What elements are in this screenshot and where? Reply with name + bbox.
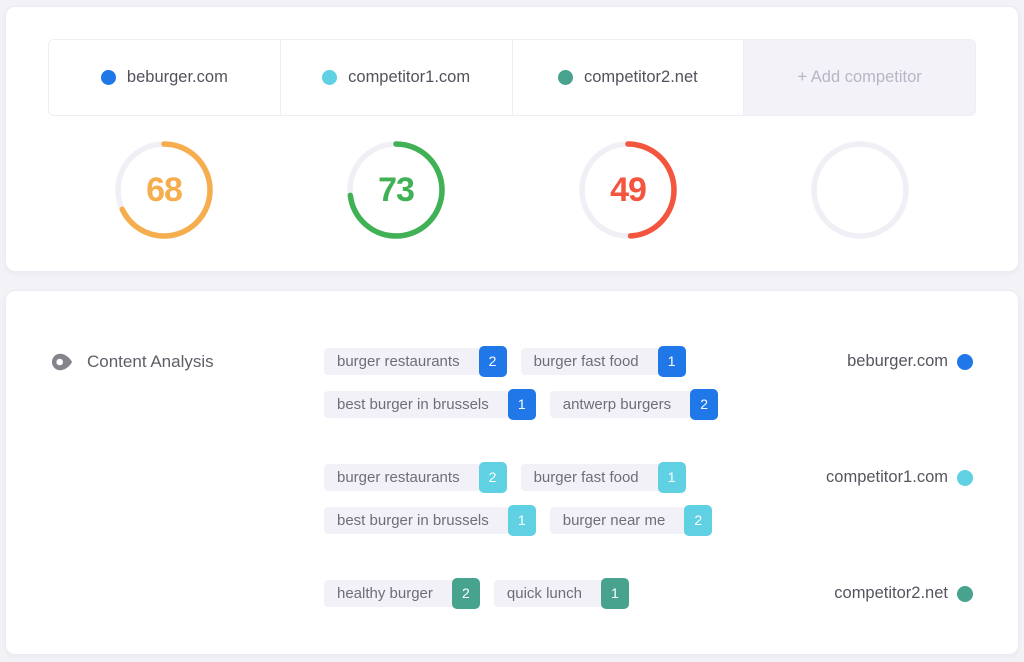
site-dot-teal: [957, 585, 973, 602]
keyword-chip: burger restaurants 2: [324, 346, 507, 377]
score-gauge-beburger: 68: [114, 140, 214, 240]
keyword-chip: healthy burger 2: [324, 578, 480, 609]
tab-beburger[interactable]: beburger.com: [49, 40, 281, 115]
score-card: beburger.com competitor1.com competitor2…: [5, 6, 1019, 272]
keyword-count-badge: 1: [507, 389, 536, 420]
site-dot-blue: [100, 70, 116, 85]
site-name: competitor2.net: [834, 584, 948, 602]
keyword-count-badge: 1: [657, 346, 686, 377]
keyword-group-competitor1: burger restaurants 2 burger fast food 1 …: [324, 462, 748, 536]
gauge-ring: [579, 141, 677, 239]
keyword-chip: antwerp burgers 2: [549, 389, 719, 420]
keyword-count-badge: 2: [451, 578, 480, 609]
site-labels-column: beburger.com competitor1.com competitor2…: [748, 348, 973, 607]
score-value: 73: [378, 170, 415, 209]
keyword-chip: best burger in brussels 1: [324, 505, 536, 536]
keyword-label: best burger in brussels: [337, 512, 489, 529]
score-gauges: 68 73 49: [48, 140, 976, 240]
keyword-label: burger fast food: [533, 353, 639, 370]
keyword-label: burger restaurants: [337, 353, 460, 370]
keyword-chip: quick lunch 1: [493, 578, 629, 609]
tab-competitor2[interactable]: competitor2.net: [512, 40, 745, 115]
add-competitor-label: + Add competitor: [797, 68, 922, 86]
content-analysis-header: Content Analysis: [51, 348, 324, 375]
site-label-competitor1: competitor1.com: [826, 464, 973, 491]
keyword-count-badge: 1: [507, 505, 536, 536]
site-dot-cyan: [957, 469, 973, 486]
keyword-label: antwerp burgers: [562, 396, 672, 413]
gauge-ring: [115, 141, 213, 239]
add-competitor-button[interactable]: + Add competitor: [744, 40, 975, 115]
site-name: beburger.com: [847, 352, 948, 370]
tab-competitor1[interactable]: competitor1.com: [280, 40, 513, 115]
keyword-chip: burger near me 2: [549, 505, 713, 536]
gauge-ring: [347, 141, 445, 239]
keyword-chip: best burger in brussels 1: [324, 389, 536, 420]
keyword-label: quick lunch: [506, 585, 582, 602]
eye-icon[interactable]: [51, 352, 73, 372]
tab-label: beburger.com: [126, 68, 228, 86]
keyword-count-badge: 2: [478, 346, 507, 377]
keyword-count-badge: 1: [657, 462, 686, 493]
score-gauge-empty: [810, 140, 910, 240]
keyword-chip: burger fast food 1: [520, 346, 686, 377]
keyword-chip: burger fast food 1: [520, 462, 686, 493]
content-analysis-title: Content Analysis: [87, 351, 214, 371]
site-label-beburger: beburger.com: [847, 348, 973, 375]
score-value: 68: [146, 170, 183, 209]
analysis-header-column: Content Analysis: [51, 348, 324, 607]
score-value: 49: [610, 170, 647, 209]
competitor-tabbar: beburger.com competitor1.com competitor2…: [48, 39, 976, 116]
keyword-chip: burger restaurants 2: [324, 462, 507, 493]
keyword-label: healthy burger: [337, 585, 433, 602]
keyword-count-badge: 1: [600, 578, 629, 609]
keyword-count-badge: 2: [690, 389, 719, 420]
site-name: competitor1.com: [826, 468, 948, 486]
score-gauge-competitor2: 49: [578, 140, 678, 240]
site-dot-teal: [558, 70, 573, 85]
tab-label: competitor1.com: [348, 68, 471, 86]
keyword-group-competitor2: healthy burger 2 quick lunch 1: [324, 578, 748, 609]
site-label-competitor2: competitor2.net: [834, 580, 973, 607]
gauge-ring: [811, 141, 909, 239]
keyword-groups: burger restaurants 2 burger fast food 1 …: [324, 346, 748, 609]
keyword-count-badge: 2: [684, 505, 713, 536]
keyword-label: best burger in brussels: [337, 396, 489, 413]
keyword-label: burger near me: [562, 512, 666, 529]
keyword-label: burger fast food: [533, 469, 639, 486]
score-gauge-competitor1: 73: [346, 140, 446, 240]
content-analysis-card: Content Analysis burger restaurants 2 bu…: [5, 290, 1019, 655]
site-dot-blue: [957, 353, 973, 370]
keyword-label: burger restaurants: [337, 469, 460, 486]
tab-label: competitor2.net: [584, 68, 698, 86]
keyword-count-badge: 2: [478, 462, 507, 493]
site-dot-cyan: [322, 70, 338, 85]
keyword-group-beburger: burger restaurants 2 burger fast food 1 …: [324, 346, 748, 420]
